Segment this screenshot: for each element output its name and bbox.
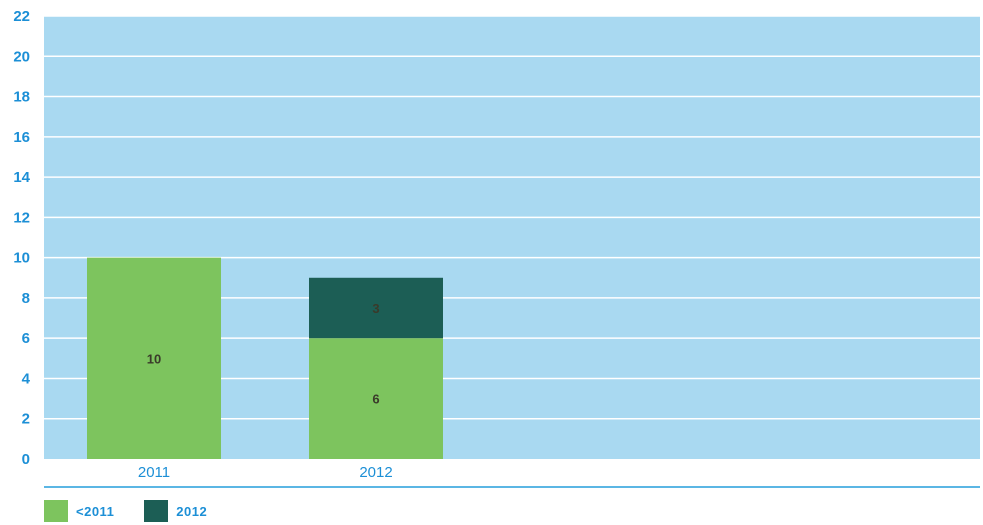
legend-swatch-2012 — [144, 500, 169, 522]
y-tick-label: 14 — [13, 169, 30, 186]
y-tick-label: 16 — [13, 129, 30, 146]
y-tick-label: 22 — [13, 8, 30, 25]
y-tick-label: 6 — [22, 330, 30, 347]
bars — [87, 257, 443, 459]
legend-item-2012: 2012 — [144, 500, 207, 522]
data-label: 3 — [372, 301, 379, 316]
bar-2012-series-1 — [309, 277, 443, 339]
y-tick-label: 10 — [13, 250, 30, 267]
legend-item-lt2011: <2011 — [44, 500, 114, 522]
y-tick-label: 20 — [13, 48, 30, 65]
y-tick-label: 2 — [22, 411, 30, 428]
legend: <2011 2012 — [44, 500, 207, 522]
legend-label-2012: 2012 — [176, 503, 208, 519]
y-tick-label: 18 — [13, 89, 30, 106]
x-axis: 2011 2012 — [138, 464, 393, 481]
y-axis: 0 2 4 6 8 10 12 14 16 18 20 22 — [13, 8, 30, 468]
y-tick-label: 0 — [22, 451, 30, 468]
y-tick-label: 8 — [22, 290, 30, 307]
data-labels: 10 6 3 — [147, 301, 380, 407]
x-tick-label-2012: 2012 — [359, 464, 392, 481]
legend-label-lt2011: <2011 — [76, 503, 115, 519]
bar-2012-series-0 — [309, 338, 443, 459]
y-tick-label: 4 — [22, 370, 31, 387]
data-label: 6 — [372, 392, 379, 407]
y-tick-label: 12 — [13, 209, 30, 226]
data-label: 10 — [147, 351, 161, 366]
legend-swatch-lt2011 — [44, 500, 68, 522]
bar-2011-series-0 — [87, 257, 221, 459]
x-tick-label-2011: 2011 — [138, 464, 170, 481]
